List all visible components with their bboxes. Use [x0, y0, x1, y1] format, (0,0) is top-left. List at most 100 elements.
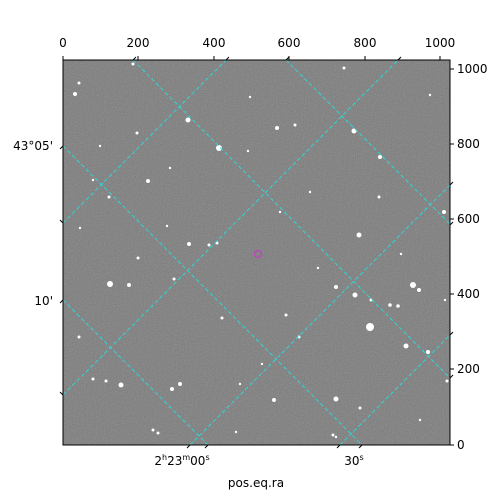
star [272, 398, 276, 402]
star [151, 428, 155, 432]
star [316, 266, 320, 270]
right-world-tick [449, 181, 454, 186]
star [399, 252, 403, 256]
grid-line [132, 60, 450, 379]
bottom-axis: 2h23m00s 30s [154, 444, 364, 468]
star [107, 281, 113, 287]
right-world-tick [449, 331, 454, 336]
star [275, 126, 279, 130]
star [246, 149, 250, 153]
star [334, 435, 338, 439]
star [185, 117, 191, 123]
bottom-tick-label-ra1: 2h23m00s [154, 453, 209, 468]
bottom-world-tick [336, 444, 341, 449]
star [445, 379, 449, 383]
star [428, 93, 432, 97]
star [352, 292, 358, 298]
star [403, 343, 409, 349]
left-axis: 43°05' 10' [13, 139, 64, 396]
top-tick-label: 200 [127, 36, 150, 50]
right-tick-label: 800 [457, 137, 480, 151]
star [165, 224, 169, 228]
star [207, 243, 211, 247]
star [333, 396, 339, 402]
top-tick-label: 1000 [425, 36, 456, 50]
star [410, 282, 416, 288]
star [238, 382, 242, 386]
star [73, 92, 77, 96]
star [358, 406, 362, 410]
star [342, 66, 346, 70]
right-world-tick [449, 221, 454, 226]
left-world-tick [59, 391, 64, 396]
left-tick-label: 10' [34, 294, 53, 308]
right-axis: 0 200 400 600 800 1000 [449, 62, 488, 452]
star [131, 62, 135, 66]
star [146, 179, 150, 183]
grid-line [63, 60, 227, 224]
star [331, 433, 335, 437]
star [107, 195, 111, 199]
grid-line [63, 299, 209, 445]
grid-line [189, 184, 450, 445]
right-tick-label: 600 [457, 212, 480, 226]
top-tick-label: 0 [59, 36, 67, 50]
star [77, 81, 81, 85]
star [426, 350, 430, 354]
star [91, 178, 95, 182]
bottom-world-tick [204, 444, 209, 449]
star [220, 316, 224, 320]
star [216, 145, 222, 151]
bottom-world-tick [186, 444, 191, 449]
right-world-tick [449, 374, 454, 379]
star [127, 283, 131, 287]
image-area [63, 60, 450, 445]
star [172, 277, 176, 281]
star [234, 430, 238, 434]
star [443, 298, 447, 302]
star [135, 131, 139, 135]
grid-line [63, 145, 363, 445]
star [418, 418, 422, 422]
star [156, 431, 160, 435]
star [417, 288, 421, 292]
bottom-tick-label-ra2: 30s [344, 453, 363, 468]
top-axis: 0 200 400 600 800 1000 [59, 36, 456, 61]
target-marker [253, 249, 263, 259]
star [366, 323, 374, 331]
star [396, 304, 400, 308]
bottom-world-tick [358, 444, 363, 449]
star [284, 313, 288, 317]
left-world-tick [59, 299, 64, 304]
top-world-tick [285, 56, 290, 61]
star [136, 256, 140, 260]
x-axis-label: pos.eq.ra [228, 476, 284, 490]
star [378, 155, 382, 159]
image-noise [63, 60, 450, 445]
star [187, 242, 191, 246]
star [388, 303, 392, 307]
star [118, 382, 124, 388]
grid-line [63, 60, 399, 396]
top-world-tick [225, 56, 230, 61]
right-tick-label: 1000 [457, 62, 488, 76]
star [104, 379, 108, 383]
top-tick-label: 600 [278, 36, 301, 50]
left-world-tick [59, 219, 64, 224]
star [308, 190, 312, 194]
left-tick-label: 43°05' [13, 139, 53, 153]
right-tick-label: 0 [457, 438, 465, 452]
left-world-tick [59, 145, 64, 150]
top-tick-label: 800 [354, 36, 377, 50]
star [278, 210, 282, 214]
star [260, 362, 264, 366]
star [442, 210, 446, 214]
star [78, 226, 82, 230]
star [91, 377, 95, 381]
stars-layer [73, 62, 449, 439]
star [356, 232, 362, 238]
star [334, 285, 338, 289]
star [170, 387, 174, 391]
